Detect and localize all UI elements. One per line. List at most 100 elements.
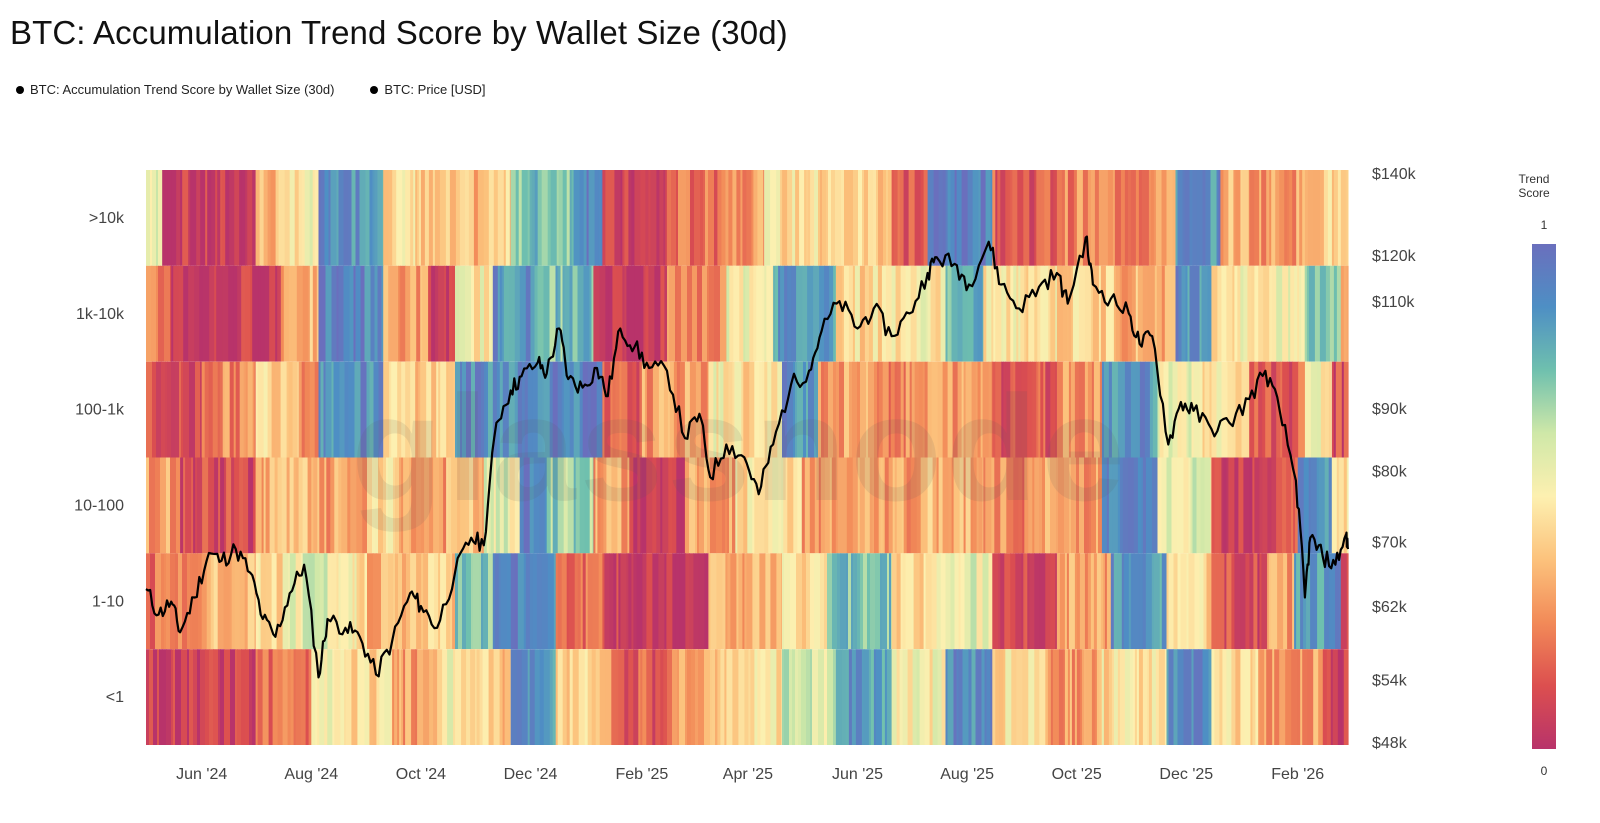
heatmap-cell [882, 553, 888, 650]
heatmap-cell [416, 265, 421, 362]
heatmap-cell [1010, 170, 1013, 266]
heatmap-cell [274, 457, 279, 554]
heatmap-cell [931, 553, 938, 650]
heatmap-cell [583, 265, 591, 362]
heatmap-cell [1265, 361, 1272, 458]
heatmap-cell [258, 265, 261, 362]
heatmap-cell [740, 170, 743, 266]
heatmap-cell [149, 457, 156, 554]
y-tick-label-wallet-size: 1k-10k [76, 306, 125, 323]
heatmap-cell [439, 457, 444, 554]
heatmap-cell [1032, 361, 1037, 458]
heatmap-cell [378, 457, 384, 554]
heatmap-cell [200, 170, 206, 266]
heatmap-cell [541, 170, 549, 266]
heatmap-cell [359, 553, 366, 650]
heatmap-cell [534, 649, 541, 745]
heatmap-cell [481, 553, 484, 650]
heatmap-cell [965, 361, 973, 458]
heatmap-cell [1297, 265, 1300, 362]
heatmap-cell [1245, 553, 1250, 650]
heatmap-cell [1294, 265, 1298, 362]
heatmap-cell [666, 553, 673, 650]
heatmap-cell [562, 265, 566, 362]
heatmap-cell [695, 457, 698, 554]
heatmap-cell [436, 361, 439, 458]
heatmap-cell [604, 361, 611, 458]
heatmap-cell [1115, 265, 1121, 362]
heatmap-cell [1137, 457, 1142, 554]
heatmap-cell [1242, 170, 1249, 266]
heatmap-cell [317, 649, 320, 745]
heatmap-cell [650, 170, 657, 266]
heatmap-cell [1188, 457, 1192, 554]
heatmap-cell [659, 170, 664, 266]
heatmap-cell [255, 457, 263, 554]
heatmap-cell [1207, 265, 1212, 362]
heatmap-cell [697, 265, 703, 362]
y-axis-right: $48k$54k$62k$70k$80k$90k$110k$120k$140k [1372, 166, 1417, 752]
heatmap-cell [804, 170, 807, 266]
heatmap-cell [1150, 170, 1155, 266]
heatmap-cell [199, 265, 204, 362]
heatmap-cell [1269, 170, 1272, 266]
heatmap-cell [951, 265, 959, 362]
heatmap-cell [933, 170, 938, 266]
heatmap-cell [664, 553, 667, 650]
heatmap-cell [640, 170, 646, 266]
heatmap-cell [1132, 649, 1136, 745]
heatmap-cell [475, 457, 480, 554]
heatmap-cell [1108, 649, 1113, 745]
heatmap-cell [646, 457, 653, 554]
heatmap-cell [685, 649, 688, 745]
legend-item-price[interactable]: BTC: Price [USD] [370, 82, 486, 97]
heatmap-cell [820, 170, 823, 266]
heatmap-cell [531, 170, 536, 266]
heatmap-cell [914, 170, 922, 266]
heatmap-cell [277, 649, 284, 745]
heatmap-cell [367, 553, 374, 650]
heatmap-cell [1290, 265, 1295, 362]
heatmap-cell [373, 649, 377, 745]
heatmap-cell [1010, 553, 1016, 650]
heatmap-cell [1210, 170, 1218, 266]
heatmap-cell [360, 649, 365, 745]
heatmap-cell [312, 265, 318, 362]
heatmap-cell [503, 170, 507, 266]
heatmap-cell [784, 649, 790, 745]
heatmap-cell [1050, 170, 1054, 266]
heatmap-cell [515, 170, 520, 266]
heatmap-cell [419, 170, 422, 266]
heatmap-cell [729, 265, 734, 362]
heatmap-cell [474, 265, 481, 362]
heatmap-cell [453, 649, 456, 745]
heatmap-cell [990, 170, 993, 266]
heatmap-cell [722, 457, 726, 554]
heatmap-cell [434, 553, 439, 650]
heatmap-cell [860, 361, 867, 458]
heatmap-cell [497, 170, 505, 266]
heatmap-cell [627, 457, 630, 554]
heatmap-cell [308, 649, 312, 745]
heatmap-cell [1276, 265, 1283, 362]
heatmap-cell [1329, 265, 1335, 362]
heatmap-cell [584, 457, 591, 554]
heatmap-cell [191, 457, 194, 554]
heatmap-cell [340, 649, 345, 745]
heatmap-cell [381, 553, 385, 650]
heatmap-cell [1050, 553, 1056, 650]
heatmap-cell [707, 265, 710, 362]
heatmap-cell [1094, 170, 1100, 266]
heatmap-cell [702, 265, 708, 362]
heatmap-cell [245, 265, 251, 362]
legend-item-trend-score[interactable]: BTC: Accumulation Trend Score by Wallet … [16, 82, 334, 97]
heatmap-cell [297, 361, 300, 458]
heatmap-cell [323, 361, 327, 458]
heatmap-cell [1301, 265, 1305, 362]
heatmap-cell [1124, 170, 1129, 266]
heatmap-cell [1254, 265, 1257, 362]
heatmap-cell [1111, 265, 1115, 362]
heatmap-cell [1343, 361, 1349, 458]
heatmap-cell [1271, 457, 1277, 554]
